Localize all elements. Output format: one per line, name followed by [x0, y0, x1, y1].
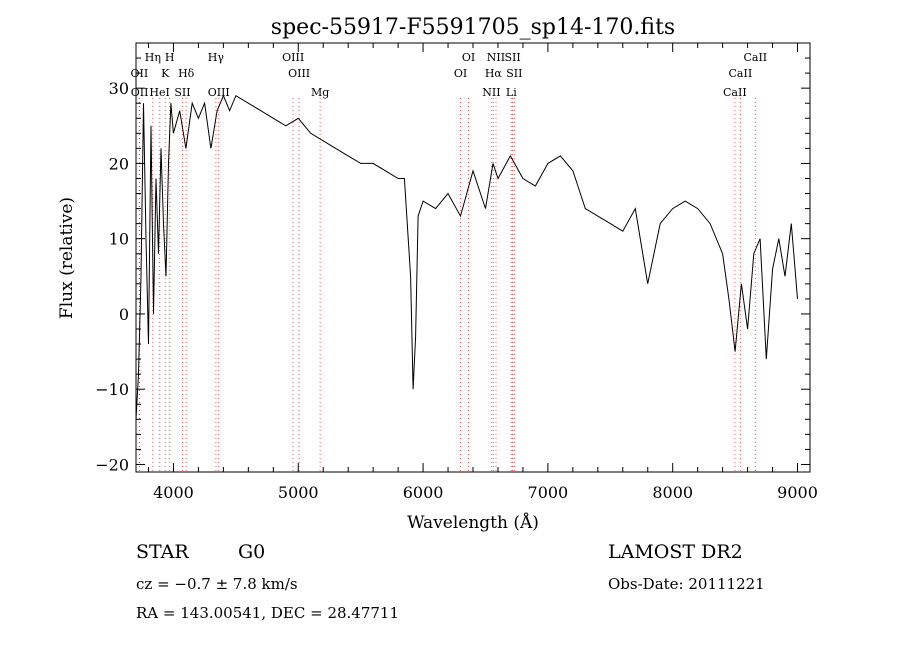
- plot-frame: [135, 42, 811, 473]
- line-marker-label-11: OIII: [288, 67, 310, 80]
- coordinates-readout: RA = 143.00541, DEC = 28.47711: [136, 604, 400, 622]
- line-marker-label-15: NII: [482, 86, 500, 99]
- line-marker-label-17: NII: [487, 51, 505, 64]
- spectrum-line: [135, 94, 798, 420]
- observation-date: Obs-Date: 20111221: [608, 575, 765, 593]
- line-marker-label-19: SII: [504, 51, 520, 64]
- line-marker-label-23: CaII: [743, 51, 767, 64]
- line-marker-label-6: SII: [174, 86, 190, 99]
- line-marker-label-12: Mg: [311, 86, 329, 99]
- y-tick-label-1: −10: [95, 380, 129, 399]
- x-axis-label: Wavelength (Å): [407, 512, 539, 533]
- line-marker-label-22: CaII: [729, 67, 753, 80]
- spectrum-series: [135, 94, 798, 420]
- line-marker-label-10: OIII: [282, 51, 304, 64]
- x-tick-label-5: 9000: [777, 483, 818, 502]
- x-tick-label-2: 6000: [403, 483, 444, 502]
- y-tick-label-2: 0: [119, 305, 129, 324]
- line-marker-label-14: OI: [462, 51, 475, 64]
- redshift-readout: cz = −0.7 ± 7.8 km/s: [136, 575, 298, 593]
- line-marker-label-9: OIII: [208, 86, 230, 99]
- x-tick-label-4: 8000: [652, 483, 693, 502]
- object-subclass: G0: [238, 541, 266, 563]
- line-labels: OIIOIIHηHeIKHSIIHδHγOIIIOIIIOIIIMgOIOINI…: [131, 51, 768, 99]
- chart-title: spec-55917-F5591705_sp14-170.fits: [271, 15, 675, 40]
- line-marker-label-16: Hα: [485, 67, 503, 80]
- line-marker-label-13: OI: [454, 67, 467, 80]
- line-marker-label-1: OII: [131, 86, 149, 99]
- y-axis-label: Flux (relative): [57, 197, 77, 319]
- line-marker-label-21: CaII: [723, 86, 747, 99]
- line-marker-label-18: Li: [506, 86, 517, 99]
- line-marker-label-8: Hγ: [208, 51, 225, 64]
- axis-ticks: 4000 5000 6000 7000 8000 9000 −20 −10 0 10 20 30: [95, 43, 818, 502]
- line-marker-label-2: Hη: [145, 51, 161, 64]
- object-class: STAR: [136, 541, 189, 563]
- y-tick-label-5: 30: [109, 79, 129, 98]
- line-marker-label-3: HeI: [149, 86, 169, 99]
- line-marker-label-7: Hδ: [178, 67, 195, 80]
- line-marker-label-5: H: [165, 51, 175, 64]
- y-tick-label-3: 10: [109, 230, 129, 249]
- x-tick-label-1: 5000: [278, 483, 319, 502]
- survey-name: LAMOST DR2: [608, 541, 743, 563]
- line-marker-label-4: K: [161, 67, 170, 80]
- y-tick-label-4: 20: [109, 154, 129, 173]
- x-tick-label-3: 7000: [528, 483, 569, 502]
- line-markers: [138, 98, 756, 472]
- x-tick-label-0: 4000: [153, 483, 194, 502]
- y-tick-label-0: −20: [95, 455, 129, 474]
- line-marker-label-20: SII: [506, 67, 522, 80]
